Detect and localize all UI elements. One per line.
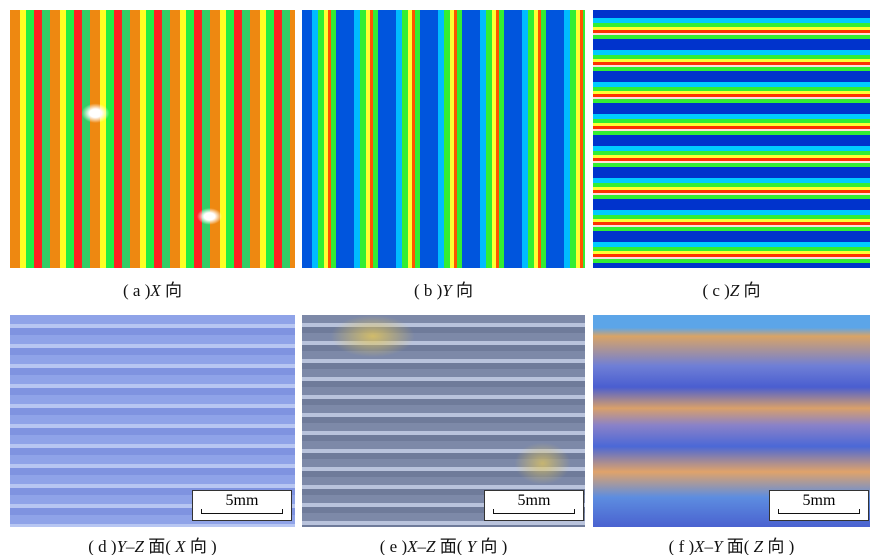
caption-part: ( b ) [414, 281, 442, 300]
scale-bar: 5mm [484, 490, 584, 521]
caption-part: 面( [435, 537, 466, 555]
caption: ( c )Z 向 [593, 276, 870, 301]
scale-bar-label: 5mm [803, 492, 836, 509]
caption-part: Z [754, 537, 763, 555]
caption-part: Z [730, 281, 739, 300]
caption-part: 向 ) [763, 537, 794, 555]
scale-bar-line [778, 509, 860, 514]
caption-part: 向 [161, 281, 182, 300]
scale-bar-line [201, 509, 283, 514]
caption-part: Y–Z [117, 537, 144, 555]
caption-part: Y [442, 281, 451, 300]
caption: ( e )X–Z 面( Y 向 ) [302, 532, 585, 555]
scale-bar-label: 5mm [226, 492, 259, 509]
caption-part: 向 [452, 281, 473, 300]
caption-part: 向 [739, 281, 760, 300]
caption-part: 向 ) [186, 537, 217, 555]
scale-bar: 5mm [769, 490, 869, 521]
heatmap-b [302, 10, 585, 268]
heatmap-a [10, 10, 295, 268]
caption-part: ( f ) [669, 537, 694, 555]
caption-part: 面( [144, 537, 175, 555]
caption: ( d )Y–Z 面( X 向 ) [10, 532, 295, 555]
caption-part: Y [467, 537, 476, 555]
scale-bar: 5mm [192, 490, 292, 521]
figure: ( a )X 向( b )Y 向( c )Z 向( d )Y–Z 面( X 向 … [0, 0, 875, 555]
caption-part: X–Z [407, 537, 435, 555]
caption-part: ( d ) [88, 537, 116, 555]
caption: ( f )X–Y 面( Z 向 ) [593, 532, 870, 555]
scale-bar-line [493, 509, 575, 514]
caption: ( a )X 向 [10, 276, 295, 301]
caption-part: 向 ) [476, 537, 507, 555]
caption-part: ( e ) [380, 537, 407, 555]
caption-part: ( c ) [702, 281, 729, 300]
caption-part: X–Y [694, 537, 722, 555]
caption: ( b )Y 向 [302, 276, 585, 301]
heatmap-c [593, 10, 870, 268]
caption-part: X [150, 281, 160, 300]
caption-part: ( a ) [123, 281, 150, 300]
scale-bar-label: 5mm [518, 492, 551, 509]
caption-part: 面( [723, 537, 754, 555]
caption-part: X [175, 537, 185, 555]
